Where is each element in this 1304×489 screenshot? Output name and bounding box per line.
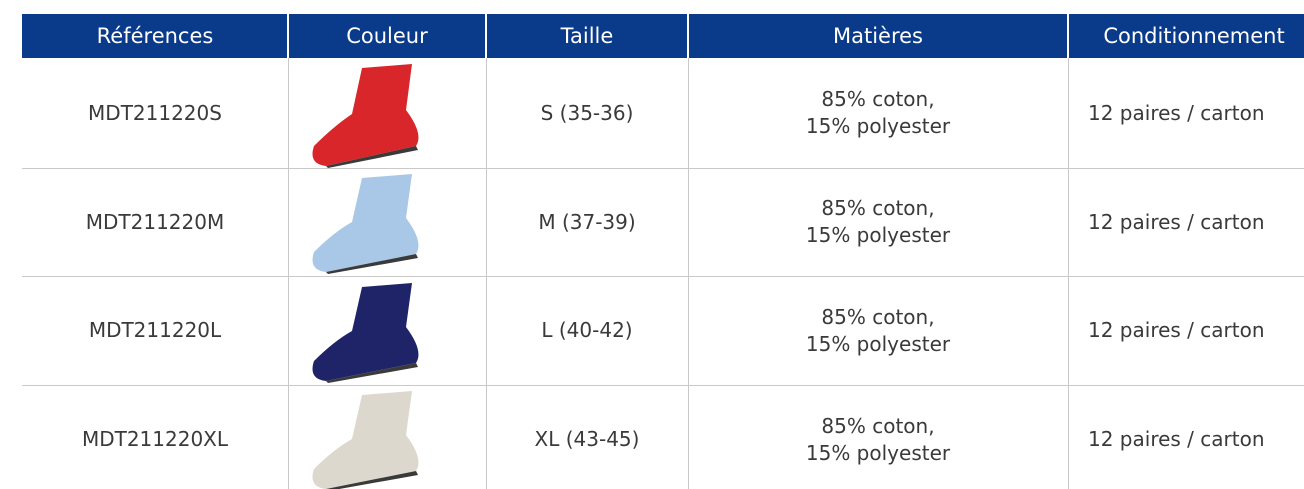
header-separator	[485, 14, 487, 58]
reference-cell: MDT211220XL	[22, 385, 288, 489]
packaging-cell: 12 paires / carton	[1068, 385, 1304, 489]
materials-line: 15% polyester	[806, 113, 950, 140]
materials-line: 85% coton,	[821, 304, 934, 331]
sock-image	[300, 387, 430, 489]
sock-image	[300, 170, 430, 276]
materials-line: 15% polyester	[806, 331, 950, 358]
packaging-cell: 12 paires / carton	[1068, 168, 1304, 276]
materials-cell: 85% coton,15% polyester	[688, 168, 1068, 276]
size-cell: L (40-42)	[486, 276, 688, 385]
size-cell: M (37-39)	[486, 168, 688, 276]
size-cell: S (35-36)	[486, 58, 688, 168]
header-separator	[287, 14, 289, 58]
column-border	[288, 58, 289, 489]
reference-cell: MDT211220M	[22, 168, 288, 276]
size-cell: XL (43-45)	[486, 385, 688, 489]
materials-line: 85% coton,	[821, 86, 934, 113]
reference-cell: MDT211220L	[22, 276, 288, 385]
materials-line: 85% coton,	[821, 413, 934, 440]
materials-cell: 85% coton,15% polyester	[688, 385, 1068, 489]
materials-line: 15% polyester	[806, 440, 950, 467]
materials-line: 15% polyester	[806, 222, 950, 249]
sock-image	[300, 62, 430, 168]
header-separator	[1067, 14, 1069, 58]
column-header: Conditionnement	[1068, 14, 1304, 58]
column-header: Références	[22, 14, 288, 58]
column-header: Couleur	[288, 14, 486, 58]
sock-image	[300, 279, 430, 385]
packaging-cell: 12 paires / carton	[1068, 58, 1304, 168]
product-table: RéférencesCouleurTailleMatièresCondition…	[0, 0, 1304, 489]
header-separator	[687, 14, 689, 58]
column-header: Taille	[486, 14, 688, 58]
materials-line: 85% coton,	[821, 195, 934, 222]
materials-cell: 85% coton,15% polyester	[688, 58, 1068, 168]
materials-cell: 85% coton,15% polyester	[688, 276, 1068, 385]
packaging-cell: 12 paires / carton	[1068, 276, 1304, 385]
reference-cell: MDT211220S	[22, 58, 288, 168]
column-header: Matières	[688, 14, 1068, 58]
